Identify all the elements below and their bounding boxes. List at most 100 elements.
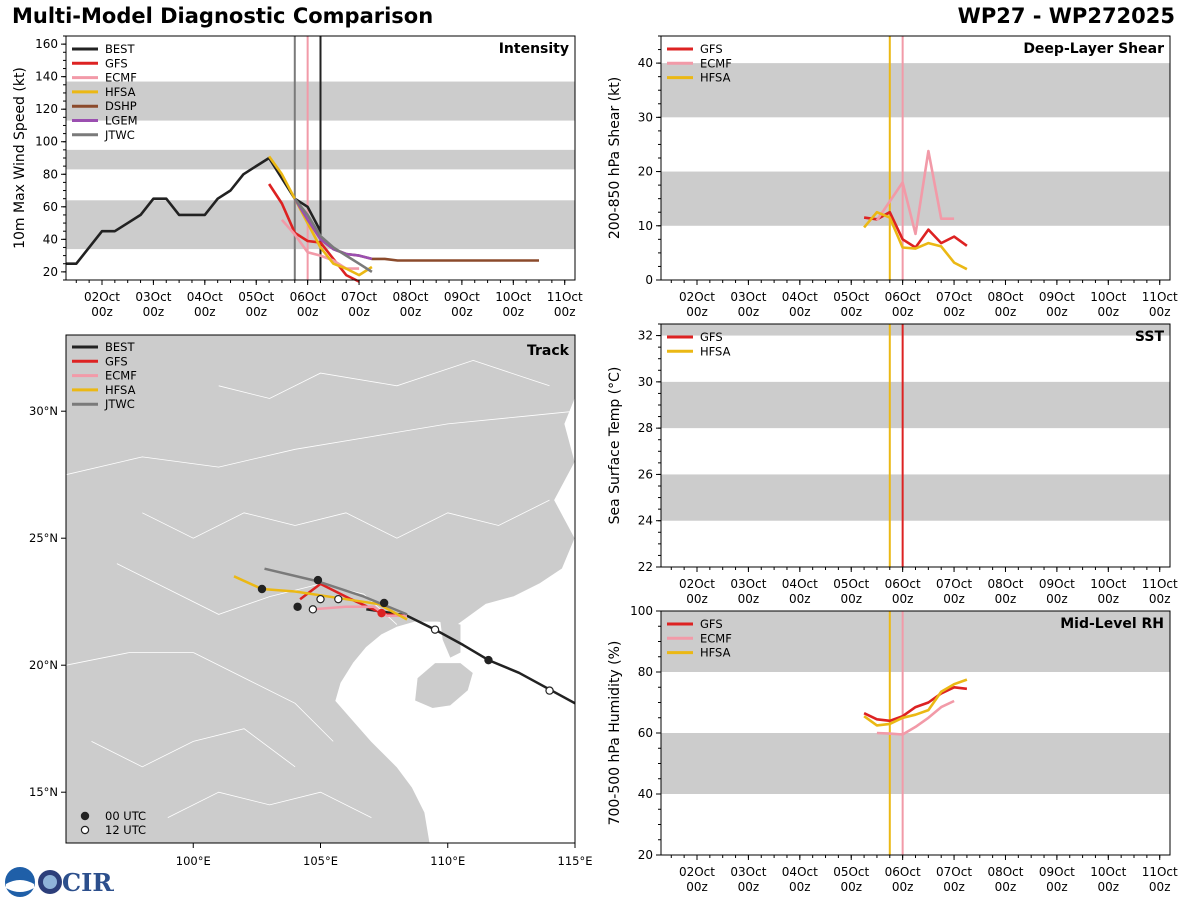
y-tick-label: 30 <box>638 110 653 124</box>
legend-label: JTWC <box>104 128 135 142</box>
track-marker-00utc <box>379 598 389 608</box>
legend-label: GFS <box>105 56 128 70</box>
y-tick-label: 20 <box>638 848 653 862</box>
track-marker-12utc <box>308 605 318 614</box>
y-tick-label: 24 <box>638 514 653 528</box>
track-marker-12utc <box>430 625 440 634</box>
x-tick-label: 10Oct <box>1090 290 1126 304</box>
lon-tick-label: 105°E <box>303 854 338 868</box>
series-line-hfsa <box>268 155 373 277</box>
x-tick-label: 08Oct <box>987 865 1023 879</box>
y-tick-label: 60 <box>638 726 653 740</box>
legend-label: ECMF <box>700 631 732 645</box>
legend-label: DSHP <box>105 99 137 113</box>
series-line-best <box>66 156 322 266</box>
marker-legend-label: 12 UTC <box>105 823 146 837</box>
y-tick-label: 0 <box>645 273 653 287</box>
x-tick-label: 08Oct <box>392 290 428 304</box>
chart-0: 2040608010012014016002Oct00z03Oct00z04Oc… <box>12 35 583 319</box>
marker-legend-symbol <box>80 825 90 835</box>
x-tick-label: 04Oct <box>187 290 223 304</box>
x-tick-label: 00z <box>554 305 576 319</box>
cira-logo-text: CIRA <box>62 868 114 897</box>
x-tick-label: 07Oct <box>936 290 972 304</box>
x-tick-label: 00z <box>943 592 965 606</box>
x-tick-label: 06Oct <box>885 577 921 591</box>
legend-label: GFS <box>105 354 128 368</box>
x-tick-label: 10Oct <box>1090 577 1126 591</box>
boundary-line <box>295 499 550 539</box>
y-tick-label: 100 <box>35 135 58 149</box>
threshold-band <box>661 611 1170 672</box>
lat-tick-label: 25°N <box>29 531 58 545</box>
panel-title: Intensity <box>499 41 569 57</box>
panel-title: Track <box>527 343 570 359</box>
x-tick-label: 00z <box>503 305 525 319</box>
boundary-line <box>167 791 372 818</box>
x-tick-label: 09Oct <box>1039 577 1075 591</box>
panel-title: Deep-Layer Shear <box>1023 41 1164 57</box>
x-tick-label: 10Oct <box>495 290 531 304</box>
x-tick-label: 00z <box>840 592 862 606</box>
series-line-gfs <box>863 685 968 723</box>
y-tick-label: 32 <box>638 329 653 343</box>
series-line-ecmf <box>875 149 955 236</box>
y-axis-label: Sea Surface Temp (°C) <box>607 367 623 525</box>
x-tick-label: 00z <box>297 305 319 319</box>
lon-tick-label: 110°E <box>430 854 465 868</box>
legend-label: ECMF <box>105 369 137 383</box>
track-line-best <box>366 608 575 705</box>
legend-label: BEST <box>105 340 135 354</box>
y-tick-label: 40 <box>638 787 653 801</box>
x-tick-label: 00z <box>348 305 370 319</box>
threshold-band <box>661 381 1170 429</box>
legend-label: GFS <box>700 617 723 631</box>
figure-title: Multi-Model Diagnostic Comparison <box>12 4 434 28</box>
x-tick-label: 02Oct <box>679 577 715 591</box>
x-tick-label: 00z <box>1098 880 1120 894</box>
land-mass <box>66 335 575 843</box>
lat-tick-label: 30°N <box>29 404 58 418</box>
y-tick-label: 40 <box>43 232 58 246</box>
track-marker-00utc <box>313 575 323 585</box>
panel-title: SST <box>1135 329 1165 345</box>
chart-2: 22242628303202Oct00z03Oct00z04Oct00z05Oc… <box>607 323 1178 606</box>
legend-label: HFSA <box>105 383 136 397</box>
x-tick-label: 00z <box>400 305 422 319</box>
x-tick-label: 00z <box>451 305 473 319</box>
legend-label: ECMF <box>105 71 137 85</box>
x-tick-label: 09Oct <box>444 290 480 304</box>
x-tick-label: 11Oct <box>1142 577 1178 591</box>
x-tick-label: 00z <box>943 880 965 894</box>
y-axis-label: 10m Max Wind Speed (kt) <box>12 67 28 249</box>
y-tick-label: 40 <box>638 56 653 70</box>
x-tick-label: 00z <box>892 305 914 319</box>
y-tick-label: 140 <box>35 70 58 84</box>
x-tick-label: 05Oct <box>238 290 274 304</box>
y-tick-label: 120 <box>35 102 58 116</box>
x-tick-label: 00z <box>995 880 1017 894</box>
track-marker-00utc <box>484 655 493 665</box>
x-tick-label: 00z <box>1098 305 1120 319</box>
y-axis-label: 700-500 hPa Humidity (%) <box>607 641 623 826</box>
x-tick-label: 02Oct <box>679 290 715 304</box>
boundary-line <box>66 410 575 476</box>
x-tick-label: 00z <box>143 305 165 319</box>
lat-tick-label: 15°N <box>29 785 58 799</box>
legend-label: GFS <box>700 42 723 56</box>
y-axis-label: 200-850 hPa Shear (kt) <box>607 77 623 239</box>
x-tick-label: 04Oct <box>782 577 818 591</box>
boundary-line <box>91 728 296 768</box>
legend-label: GFS <box>700 330 723 344</box>
x-tick-label: 00z <box>943 305 965 319</box>
y-tick-label: 80 <box>43 167 58 181</box>
boundary-line <box>193 652 334 742</box>
track-map: 100°E 105°E 110°E 115°E 15°N 20°N 25°N 30°N Trac… <box>29 334 592 868</box>
y-tick-label: 20 <box>638 165 653 179</box>
x-tick-label: 02Oct <box>84 290 120 304</box>
marker-legend-label: 00 UTC <box>105 809 146 823</box>
x-tick-label: 03Oct <box>135 290 171 304</box>
x-tick-label: 04Oct <box>782 290 818 304</box>
x-tick-label: 00z <box>686 880 708 894</box>
y-tick-label: 80 <box>638 665 653 679</box>
